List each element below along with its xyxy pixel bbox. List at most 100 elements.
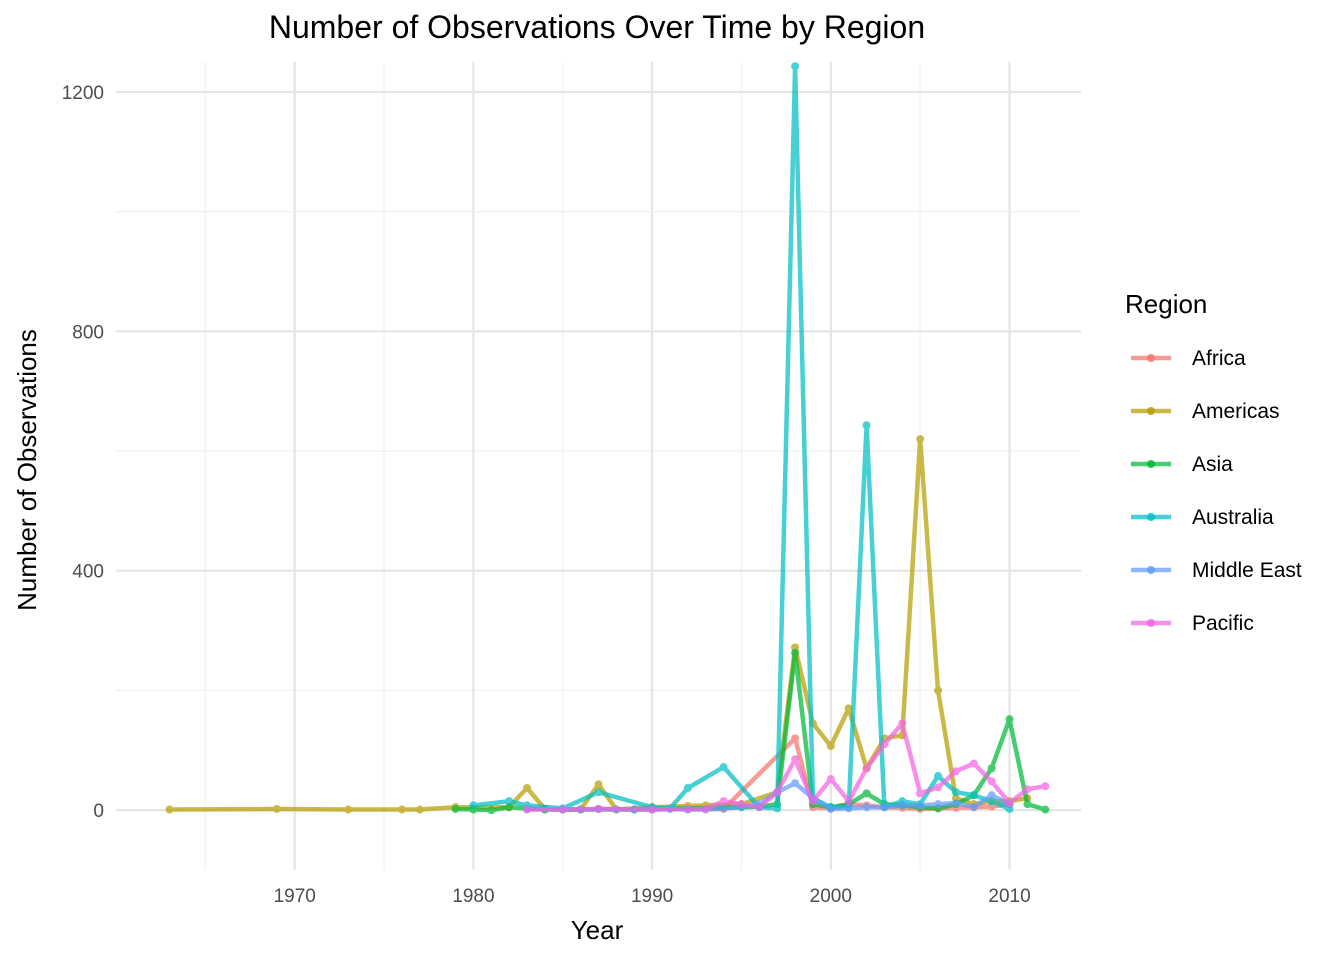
data-point-australia [469,801,478,810]
legend-title: Region [1125,289,1207,319]
x-axis-title: Year [571,915,624,945]
x-tick-label: 1970 [274,886,316,907]
data-point-americas [397,805,406,814]
legend-item-americas: Americas [1131,400,1280,423]
data-point-americas [844,704,853,713]
series-pacific [523,719,1050,814]
data-point-australia [719,763,728,772]
legend-label: Australia [1192,506,1274,529]
data-point-australia [683,784,692,793]
data-point-australia [862,421,871,430]
data-point-middle-east [844,804,853,813]
data-point-pacific [969,759,978,768]
data-point-australia [934,772,943,781]
legend-key-point [1147,460,1155,468]
data-point-americas [165,805,174,814]
data-point-asia [862,789,871,798]
data-point-americas [934,686,943,695]
legend-label: Asia [1192,453,1233,476]
data-point-americas [344,805,353,814]
data-point-asia [487,806,496,815]
grid [116,62,1081,870]
axis-tick-labels: 1970 1980 1990 2000 2010 0 400 800 1200 [62,83,1031,907]
data-point-middle-east [898,801,907,810]
data-point-americas [523,784,532,793]
data-point-pacific [862,764,871,773]
data-point-asia [1041,805,1050,814]
data-point-pacific [916,789,925,798]
data-point-pacific [898,719,907,728]
data-point-pacific [791,755,800,764]
legend-key-point [1147,407,1155,415]
x-tick-label: 2000 [810,886,852,907]
data-point-pacific [934,783,943,792]
data-point-americas [826,742,835,751]
series-layer [165,62,1050,815]
data-point-pacific [1023,785,1032,794]
data-point-middle-east [826,804,835,813]
y-tick-label: 0 [93,801,104,822]
data-point-pacific [683,804,692,813]
legend-item-pacific: Pacific [1131,612,1254,635]
data-point-middle-east [791,779,800,788]
data-point-pacific [808,797,817,806]
data-point-asia [791,648,800,657]
data-point-asia [1005,715,1014,724]
data-point-pacific [826,775,835,784]
data-point-pacific [523,805,532,814]
data-point-americas [916,435,925,444]
data-point-pacific [719,797,728,806]
data-point-middle-east [951,798,960,807]
data-point-australia [951,788,960,797]
data-point-asia [987,764,996,773]
y-axis-title: Number of Observations [12,329,42,611]
data-point-pacific [987,777,996,786]
data-point-middle-east [719,804,728,813]
legend-item-africa: Africa [1131,347,1246,370]
legend-label: Africa [1192,347,1246,370]
legend-key-point [1147,566,1155,574]
legend-key-point [1147,619,1155,627]
data-point-middle-east [916,801,925,810]
x-tick-label: 1990 [631,886,673,907]
y-tick-label: 1200 [62,83,104,104]
legend-item-australia: Australia [1131,506,1274,529]
y-tick-label: 800 [72,322,104,343]
data-point-middle-east [987,791,996,800]
data-point-australia [505,797,514,806]
data-point-australia [791,62,800,71]
data-point-pacific [1041,782,1050,791]
data-point-middle-east [934,800,943,809]
data-point-middle-east [862,803,871,812]
data-point-pacific [773,788,782,797]
data-point-australia [594,788,603,797]
x-tick-label: 2010 [988,886,1030,907]
legend-item-asia: Asia [1131,453,1233,476]
data-point-pacific [951,767,960,776]
series-line-asia [453,650,1048,813]
data-point-australia [773,804,782,813]
legend-label: Pacific [1192,612,1254,635]
legend: Region Africa Americas Asia Australia Middle… [1125,289,1302,635]
data-point-middle-east [880,803,889,812]
data-point-pacific [594,804,603,813]
data-point-australia [969,791,978,800]
y-tick-label: 400 [72,562,104,583]
data-point-pacific [880,740,889,749]
data-point-pacific [755,803,764,812]
data-point-pacific [701,804,710,813]
legend-key-point [1147,354,1155,362]
data-point-americas [415,805,424,814]
data-point-asia [451,804,460,813]
legend-item-middle-east: Middle East [1131,559,1302,582]
data-point-americas [594,780,603,789]
series-asia [451,648,1050,815]
data-point-pacific [558,805,567,814]
data-point-middle-east [969,803,978,812]
x-tick-label: 1980 [452,886,494,907]
legend-label: Middle East [1192,559,1302,582]
data-point-africa [791,734,800,743]
data-point-pacific [737,800,746,809]
data-point-americas [272,804,281,813]
